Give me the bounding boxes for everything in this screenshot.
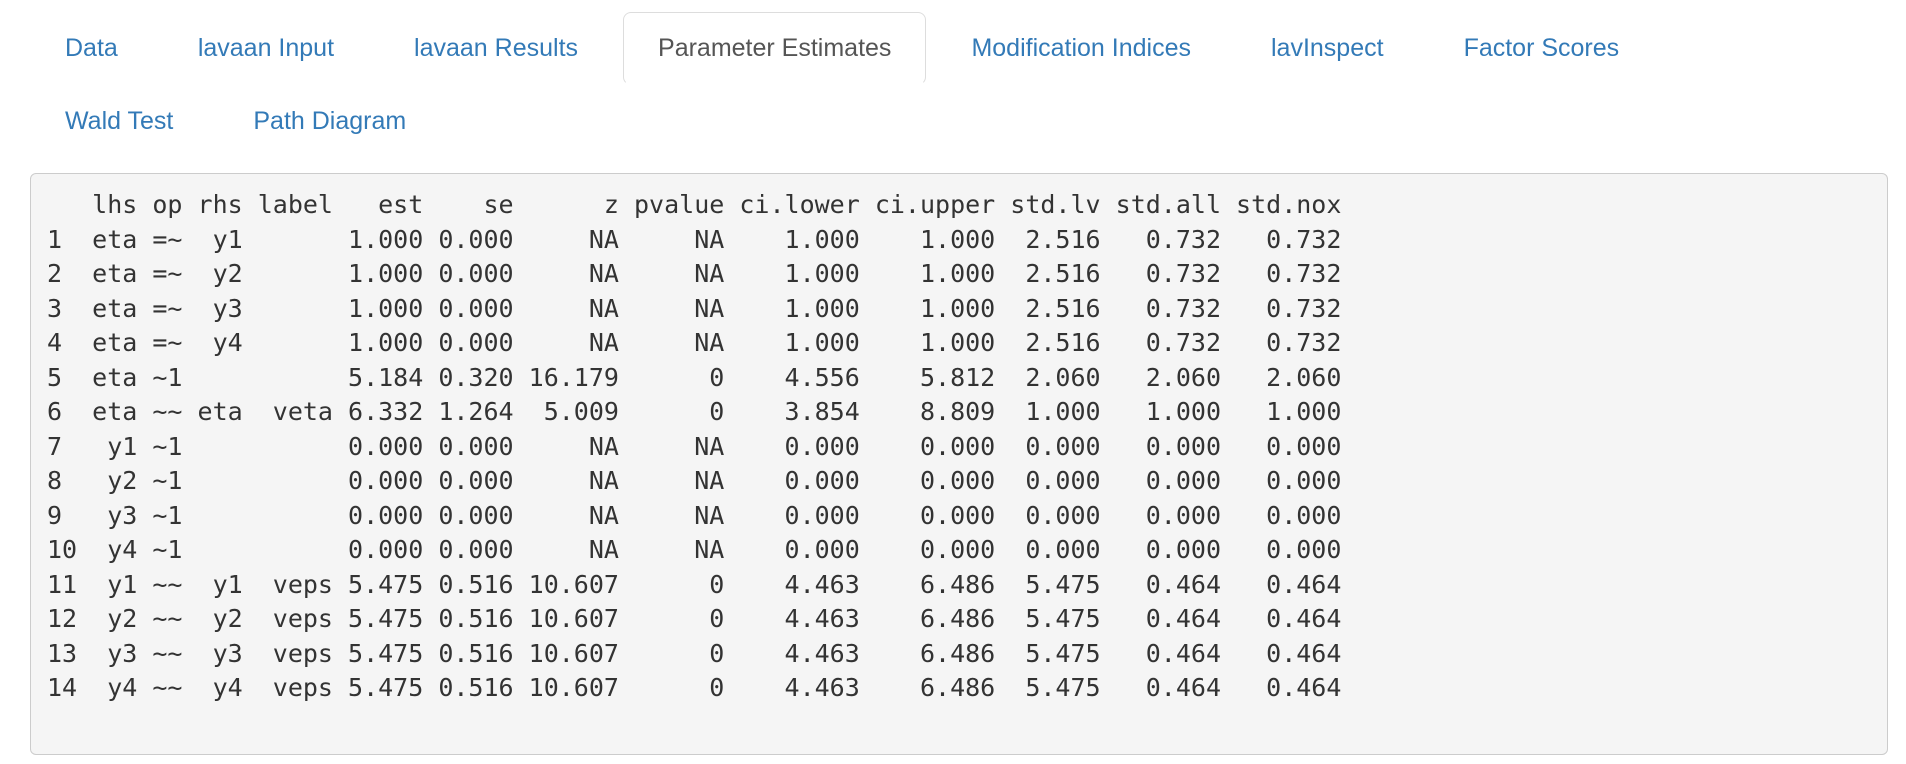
tab-lavinspect[interactable]: lavInspect xyxy=(1271,34,1384,62)
tab-lavaan-input[interactable]: lavaan Input xyxy=(197,34,335,62)
tab-factor-scores[interactable]: Factor Scores xyxy=(1463,34,1620,62)
tab-bar: Data lavaan Input lavaan Results Paramet… xyxy=(0,12,1906,158)
tab-modification-indices[interactable]: Modification Indices xyxy=(971,34,1191,62)
tab-bar-row-2: Wald Test Path Diagram xyxy=(30,85,1888,158)
tab-data[interactable]: Data xyxy=(65,34,118,62)
tab-parameter-estimates[interactable]: Parameter Estimates xyxy=(623,12,927,85)
parameter-estimates-output: lhs op rhs label est se z pvalue ci.lowe… xyxy=(30,173,1888,755)
tab-lavaan-results[interactable]: lavaan Results xyxy=(414,34,579,62)
parameter-estimates-panel: lhs op rhs label est se z pvalue ci.lowe… xyxy=(30,173,1888,755)
tab-path-diagram[interactable]: Path Diagram xyxy=(253,107,407,135)
tab-bar-row-1: Data lavaan Input lavaan Results Paramet… xyxy=(30,12,1888,85)
tab-wald-test[interactable]: Wald Test xyxy=(65,107,174,135)
